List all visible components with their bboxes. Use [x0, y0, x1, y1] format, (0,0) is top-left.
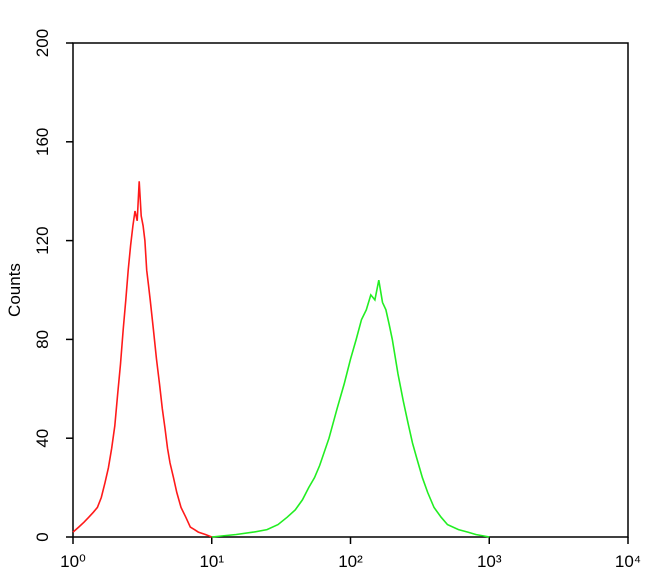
x-tick-label: 10⁰ [60, 552, 86, 571]
y-tick-label: 200 [33, 29, 52, 57]
y-tick-label: 0 [33, 532, 52, 541]
x-tick-label: 10³ [477, 552, 502, 571]
x-tick-label: 10² [338, 552, 363, 571]
y-tick-label: 40 [33, 429, 52, 448]
x-tick-label: 10⁴ [615, 552, 641, 571]
y-axis-label: Counts [5, 263, 24, 317]
series-line [72, 181, 213, 538]
y-tick-label: 80 [33, 330, 52, 349]
plot-frame [72, 42, 629, 538]
x-tick-label: 10¹ [199, 552, 224, 571]
y-tick-label: 160 [33, 128, 52, 156]
series-line [211, 279, 490, 538]
y-tick-label: 120 [33, 226, 52, 254]
